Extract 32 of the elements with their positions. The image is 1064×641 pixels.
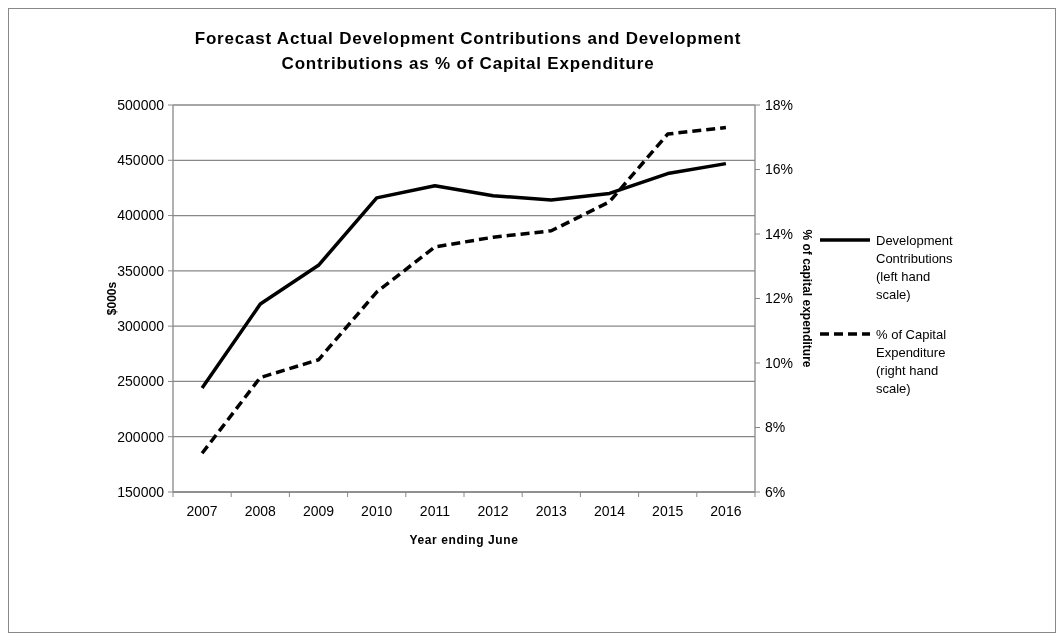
y-tick-label: 350000 — [117, 262, 165, 279]
y-tick-label: 150000 — [117, 483, 165, 500]
legend-label: Development Contributions (left hand scale) — [876, 232, 954, 302]
x-tick-label: 2013 — [535, 503, 568, 519]
y2-tick-label: 6% — [765, 483, 786, 500]
x-tick-label: 2012 — [477, 503, 509, 519]
y-tick-label: 450000 — [117, 152, 165, 169]
y2-tick-label: 16% — [765, 161, 794, 178]
legend-label: % of Capital Expenditure (right hand scale) — [876, 326, 947, 396]
y2-tick-label: 8% — [765, 419, 786, 436]
y-tick-label: 250000 — [117, 373, 165, 390]
x-tick-label: 2014 — [593, 503, 626, 519]
x-tick-label: 2016 — [710, 503, 742, 519]
y2-tick-label: 10% — [765, 354, 794, 371]
x-axis-title: Year ending June — [409, 533, 519, 547]
x-tick-label: 2008 — [244, 503, 277, 519]
chart-title: Forecast Actual Development Contributions and Development Contributions as % of Capital Expenditure — [194, 29, 742, 73]
x-tick-label: 2011 — [419, 503, 451, 519]
y-tick-label: 400000 — [117, 207, 165, 224]
line-series — [200, 125, 728, 456]
y-tick-label: 500000 — [117, 96, 165, 113]
y2-tick-label: 18% — [765, 96, 794, 113]
x-tick-label: 2010 — [361, 503, 393, 519]
x-tick-label: 2015 — [652, 503, 684, 519]
y-axis-title: $000s — [105, 281, 119, 316]
y2-axis-title: % of capital expenditure — [800, 229, 814, 368]
y-tick-label: 200000 — [117, 428, 165, 445]
y-tick-label: 300000 — [117, 318, 165, 335]
x-tick-label: 2007 — [186, 503, 218, 519]
y2-tick-label: 12% — [765, 290, 794, 307]
x-tick-label: 2009 — [302, 503, 335, 519]
y2-tick-label: 14% — [765, 225, 794, 242]
